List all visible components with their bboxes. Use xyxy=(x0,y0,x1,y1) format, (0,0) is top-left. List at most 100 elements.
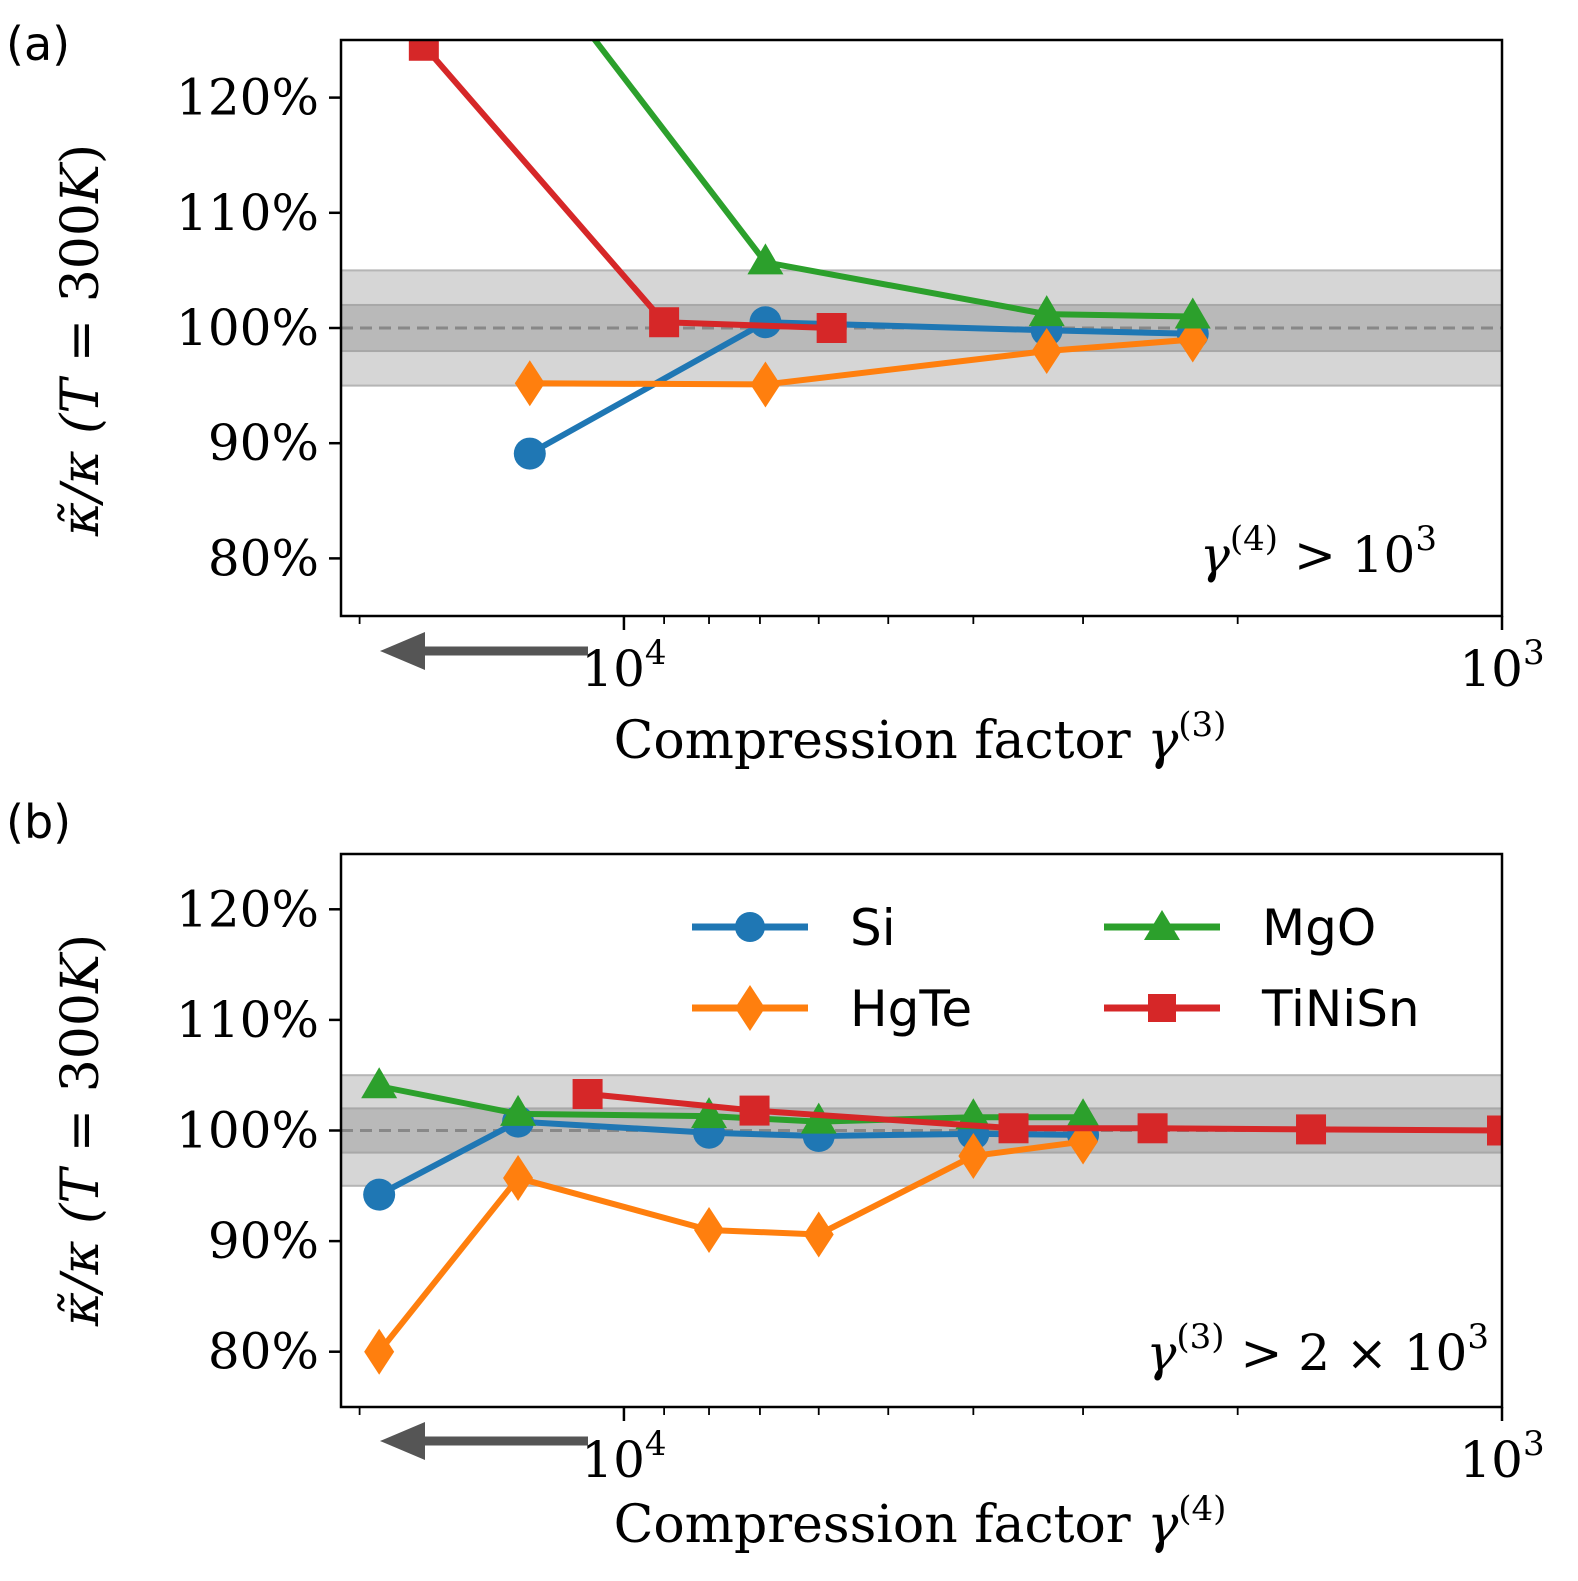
panel-a-ytick-label: 120% xyxy=(176,69,319,127)
panel-b-point-hgte xyxy=(694,1207,725,1254)
panel-b-ytick-label: 120% xyxy=(176,880,319,938)
panel-b-annotation-text-sup: 3 xyxy=(1467,1317,1489,1357)
panel-a-series-tinisn xyxy=(408,40,847,343)
panel-a-series-line-si xyxy=(528,319,1193,457)
panel-b-ylabel-T: T xyxy=(51,1166,111,1204)
panel-b-point-mgo xyxy=(361,1067,398,1099)
panel-a-xlabel: Compression factor γ(3) xyxy=(614,705,1227,771)
panel-b-minor-ticks xyxy=(358,1407,1239,1415)
panel-b-point-hgte xyxy=(803,1211,834,1258)
panel-b-ylabel-rest: = 300 xyxy=(51,993,111,1169)
legend-label-si: Si xyxy=(850,899,896,957)
panel-a-ytick-label: 110% xyxy=(176,184,319,242)
panel-a-ylabel-main: κ̃/κ ( xyxy=(51,412,111,537)
panel-a-ytick-label: 100% xyxy=(176,299,319,357)
panel-b-yticks: 80% 90% 100% 110% 120% xyxy=(176,880,341,1381)
panel-b-annotation-text: > 2 × 10 xyxy=(1225,1324,1468,1382)
panel-b-ylabel: κ̃/κ (T = 300K) xyxy=(51,934,111,1327)
legend-label-tinisn: TiNiSn xyxy=(1261,980,1420,1038)
legend-item-hgte: HgTe xyxy=(692,980,972,1038)
panel-b-ylabel-main: κ̃/κ ( xyxy=(51,1202,111,1327)
legend-item-tinisn: TiNiSn xyxy=(1104,980,1420,1038)
panel-a-annotation: γ(4) > 103 xyxy=(1200,519,1437,584)
panel-b-point-mgo xyxy=(955,1098,992,1130)
panel-b-ylabel-K: K xyxy=(51,951,111,994)
panel-a-point-tinisn xyxy=(649,307,680,338)
panel-a-ylabel-T: T xyxy=(51,376,111,414)
panel-b-point-hgte xyxy=(364,1328,395,1375)
panel-b-annotation-sup: (3) xyxy=(1176,1317,1224,1357)
panel-a-point-mgo xyxy=(1028,295,1065,327)
panel-a-ylabel-rest: = 300 xyxy=(51,203,111,379)
panel-b-annotation-symbol: γ xyxy=(1146,1324,1176,1382)
panel-b-point-mgo xyxy=(1065,1098,1102,1130)
panel-b-series-layer xyxy=(361,1067,1502,1375)
panel-b-point-mgo xyxy=(500,1094,537,1126)
panel-a-xtick-label: 103 xyxy=(1459,633,1544,698)
panel-a-point-si xyxy=(513,437,546,470)
panel-b-xlabel-symbol: γ xyxy=(1147,1495,1179,1555)
panel-a-label: (a) xyxy=(6,17,70,71)
panel-a-ytick-label: 80% xyxy=(208,529,319,587)
panel-a-xticks: 104 103 xyxy=(581,616,1545,698)
panel-b-series-line-tinisn xyxy=(587,1091,1502,1134)
panel-b-point-mgo xyxy=(691,1097,728,1129)
panel-a-ylabel-close: ) xyxy=(51,144,111,164)
panel-a-xlabel-text: Compression factor xyxy=(614,711,1131,771)
panel-a-series-line-hgte xyxy=(529,336,1193,388)
panel-b-xtick-label: 104 xyxy=(581,1424,666,1489)
panel-b-point-hgte xyxy=(958,1132,989,1179)
panel-a-series-layer xyxy=(408,0,1211,470)
panel-a: (a) 80% 90% 100% 110% 120% 104 103 γ(4) > 103… xyxy=(6,0,1545,771)
panel-a-ylabel: κ̃/κ (T = 300K) xyxy=(51,144,111,537)
panel-a-annotation-symbol: γ xyxy=(1200,526,1230,584)
panel-a-arrow xyxy=(380,632,588,670)
panel-b-point-si xyxy=(363,1178,396,1211)
panel-a-annotation-text: > 10 xyxy=(1278,526,1415,584)
legend-item-mgo: MgO xyxy=(1104,899,1376,957)
panel-a-point-si xyxy=(749,306,782,339)
panel-b-ytick-label: 80% xyxy=(208,1323,319,1381)
panel-b-xticks: 104 103 xyxy=(581,1407,1545,1489)
panel-b-xtick-label: 103 xyxy=(1459,1424,1544,1489)
panel-a-xlabel-symbol: γ xyxy=(1147,711,1179,771)
panel-b-arrow xyxy=(380,1422,588,1460)
panel-a-ylabel-K: K xyxy=(51,161,111,204)
panel-a-point-hgte xyxy=(750,361,781,408)
panel-b-ytick-label: 90% xyxy=(208,1212,319,1270)
panel-b-series-line-hgte xyxy=(376,1138,1084,1354)
panel-b-ylabel-close: ) xyxy=(51,934,111,954)
legend-item-si: Si xyxy=(692,899,896,957)
panel-a-xtick-label: 104 xyxy=(581,633,666,698)
panel-a-series-mgo xyxy=(559,0,1211,329)
legend-label-hgte: HgTe xyxy=(850,980,972,1038)
panel-b-label: (b) xyxy=(6,795,71,849)
panel-a-point-hgte xyxy=(1031,328,1062,375)
panel-b-point-tinisn xyxy=(572,1079,603,1110)
panel-b-point-tinisn xyxy=(998,1113,1029,1144)
panel-b-ytick-label: 110% xyxy=(176,991,319,1049)
panel-b: (b) 80% 90% 100% 110% 120% 104 103 Si HgTe xyxy=(6,795,1545,1555)
legend-label-mgo: MgO xyxy=(1262,899,1376,957)
panel-a-point-mgo xyxy=(747,243,784,275)
panel-b-point-tinisn xyxy=(739,1095,770,1126)
panel-b-xlabel-text: Compression factor xyxy=(614,1495,1131,1555)
panel-b-xlabel: Compression factor γ(4) xyxy=(614,1489,1227,1555)
panel-a-ytick-label: 90% xyxy=(208,414,319,472)
panel-b-series-tinisn xyxy=(572,1079,1502,1146)
panel-a-point-hgte xyxy=(514,360,545,407)
panel-b-xlabel-sup: (4) xyxy=(1178,1489,1226,1529)
panel-b-point-tinisn xyxy=(1137,1113,1168,1144)
panel-a-annotation-text-sup: 3 xyxy=(1415,519,1437,559)
panel-a-xlabel-sup: (3) xyxy=(1178,705,1226,745)
panel-b-point-tinisn xyxy=(1487,1115,1502,1146)
panel-b-point-tinisn xyxy=(1296,1114,1327,1145)
panel-a-yticks: 80% 90% 100% 110% 120% xyxy=(176,69,341,587)
panel-a-point-mgo xyxy=(559,0,595,29)
panel-a-series-hgte xyxy=(514,316,1208,408)
panel-a-series-line-mgo xyxy=(591,40,1193,320)
panel-b-annotation: γ(3) > 2 × 103 xyxy=(1146,1317,1489,1382)
panel-b-ytick-label: 100% xyxy=(176,1102,319,1160)
panel-b-point-hgte xyxy=(503,1155,534,1202)
